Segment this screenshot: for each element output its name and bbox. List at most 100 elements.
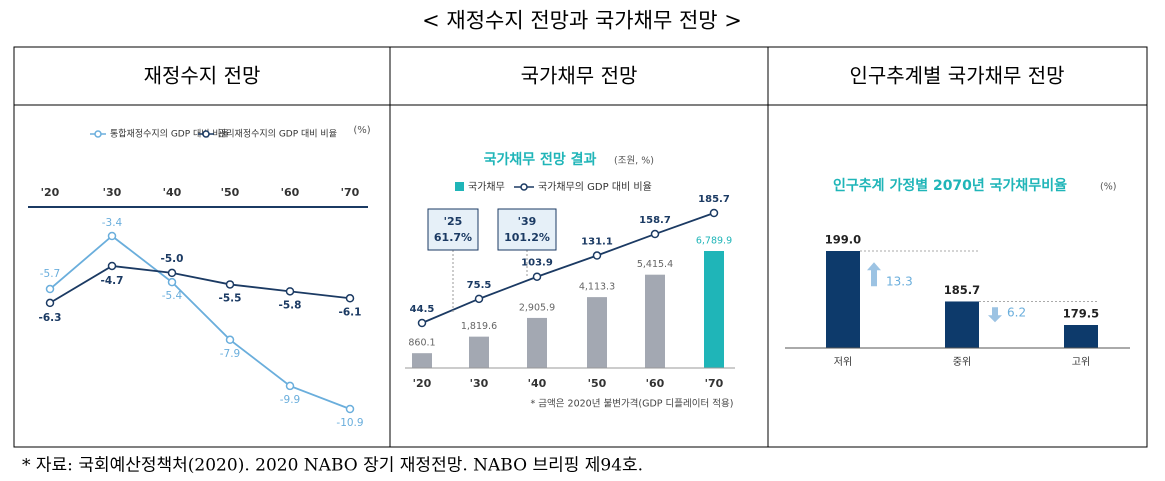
data-label: 199.0 — [825, 233, 861, 247]
point — [417, 318, 427, 328]
point — [285, 287, 295, 296]
diff-label: 6.2 — [1007, 306, 1026, 320]
diff-label: 13.3 — [886, 275, 913, 289]
data-label: -6.3 — [39, 312, 62, 324]
bar — [527, 317, 547, 368]
x-tick-label: '30 — [103, 186, 122, 199]
bar — [1064, 325, 1098, 348]
bar — [704, 251, 724, 368]
data-label: 158.7 — [639, 215, 671, 226]
data-label: -6.1 — [339, 306, 362, 318]
chart-subtitle: (조원, %) — [614, 156, 654, 167]
unit: (%) — [1100, 182, 1116, 193]
data-label: 2,905.9 — [519, 302, 555, 313]
footnote: * 자료: 국회예산정책처(2020). 2020 NABO 장기 재정전망. … — [22, 456, 643, 476]
point — [107, 261, 117, 271]
data-label: 179.5 — [1063, 307, 1099, 321]
annotation-box — [497, 208, 557, 251]
x-tick-label: 중위 — [953, 355, 971, 368]
legend-marker — [94, 130, 102, 138]
point — [167, 268, 177, 278]
bar — [945, 301, 979, 348]
x-tick-label: '70 — [341, 186, 360, 199]
x-tick-label: '40 — [163, 186, 182, 199]
point — [285, 381, 295, 391]
series-line — [49, 234, 351, 410]
annotation-value: 61.7% — [434, 231, 472, 244]
series-line — [421, 212, 715, 324]
data-label: -5.4 — [162, 290, 183, 302]
unit: (%) — [353, 125, 370, 136]
data-label: 5,415.4 — [637, 259, 673, 270]
point — [650, 229, 660, 239]
bar — [587, 297, 607, 368]
column-header: 국가채무 전망 — [521, 64, 638, 88]
x-tick-label: '60 — [646, 377, 665, 390]
data-label: 6,789.9 — [696, 236, 732, 247]
chart-title: 국가채무 전망 결과 — [484, 151, 597, 168]
x-tick-label: 고위 — [1072, 355, 1090, 368]
data-label: 103.9 — [521, 258, 553, 269]
column-header: 재정수지 전망 — [144, 64, 261, 88]
x-tick-label: '60 — [281, 186, 300, 199]
data-label: -5.0 — [161, 253, 184, 265]
legend-label: 통합재정수지의 GDP 대비 비율 — [110, 129, 229, 140]
data-label: -7.9 — [220, 348, 241, 360]
x-tick-label: '50 — [221, 186, 240, 199]
annotation-year: '25 — [444, 215, 463, 228]
bar — [412, 353, 432, 368]
x-tick-label: '20 — [41, 186, 60, 199]
point — [225, 335, 235, 345]
point — [345, 294, 355, 303]
data-label: -4.7 — [101, 275, 124, 287]
point — [709, 208, 719, 218]
data-label: 131.1 — [581, 237, 613, 248]
x-tick-label: '20 — [413, 377, 432, 390]
data-label: 1,819.6 — [461, 321, 497, 332]
point — [532, 272, 542, 281]
series-line — [49, 265, 351, 304]
annotation-value: 101.2% — [504, 231, 550, 244]
legend-swatch — [455, 182, 464, 191]
annotation-year: '39 — [518, 215, 537, 228]
data-label: 4,113.3 — [579, 282, 615, 293]
bar — [469, 336, 489, 368]
data-label: -10.9 — [336, 417, 363, 429]
data-label: 860.1 — [408, 338, 435, 349]
data-label: 44.5 — [410, 304, 435, 315]
doc-title: < 재정수지 전망과 국가채무 전망 > — [422, 9, 742, 33]
bar — [826, 251, 860, 348]
data-label: -5.5 — [219, 292, 242, 304]
chart-title: 인구추계 가정별 2070년 국가채무비율 — [833, 177, 1067, 194]
point — [225, 280, 235, 289]
data-label: -3.4 — [102, 217, 123, 229]
data-label: -5.7 — [40, 268, 61, 280]
point — [45, 284, 55, 294]
legend-label: 국가채무의 GDP 대비 비율 — [538, 181, 652, 193]
column-header: 인구추계별 국가채무 전망 — [849, 64, 1064, 88]
data-label: -9.9 — [280, 394, 301, 406]
point — [345, 404, 355, 414]
x-tick-label: '40 — [528, 377, 547, 390]
legend-label: 관리재정수지의 GDP 대비 비율 — [218, 129, 337, 140]
legend-label: 국가채무 — [468, 181, 505, 193]
point — [107, 231, 117, 241]
x-tick-label: '30 — [470, 377, 489, 390]
data-label: 185.7 — [944, 283, 980, 297]
x-tick-label: '70 — [705, 377, 724, 390]
diff-arrow — [988, 307, 1002, 323]
annotation-box — [427, 208, 479, 251]
legend-marker — [202, 130, 210, 138]
point — [592, 251, 602, 260]
data-label: -5.8 — [279, 299, 302, 311]
x-tick-label: 저위 — [834, 355, 852, 368]
legend-marker — [520, 183, 528, 191]
x-tick-label: '50 — [588, 377, 607, 390]
data-label: 75.5 — [467, 280, 492, 291]
table-frame — [13, 46, 1148, 448]
bar — [645, 274, 665, 368]
data-label: 185.7 — [698, 194, 730, 205]
chart-note: * 금액은 2020년 불변가격(GDP 디플레이터 적용) — [531, 398, 734, 410]
point — [45, 298, 55, 308]
point — [167, 277, 177, 287]
